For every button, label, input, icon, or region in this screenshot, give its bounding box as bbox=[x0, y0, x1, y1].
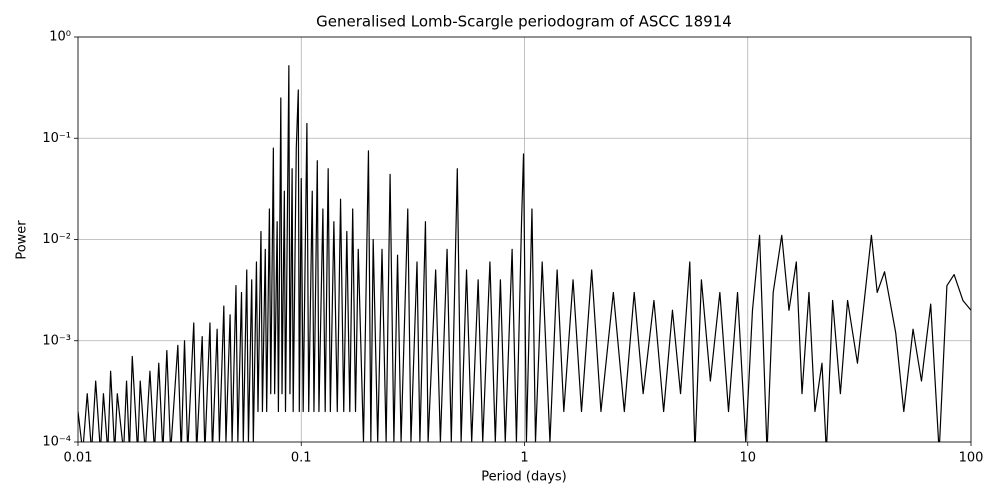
chart-title: Generalised Lomb-Scargle periodogram of … bbox=[316, 13, 732, 31]
y-tick-label: 10⁻³ bbox=[42, 333, 71, 348]
data-line bbox=[78, 65, 971, 442]
y-tick-label: 10⁻¹ bbox=[42, 131, 71, 146]
x-axis-label: Period (days) bbox=[481, 470, 567, 485]
plot-frame bbox=[77, 36, 972, 443]
y-tick-label: 10⁻⁴ bbox=[42, 435, 71, 450]
y-axis-label: Power bbox=[15, 220, 30, 260]
x-tick-label: 10 bbox=[739, 451, 756, 466]
y-tick-label: 10⁰ bbox=[49, 30, 71, 45]
x-tick-label: 0.1 bbox=[291, 451, 312, 466]
x-tick-label: 1 bbox=[520, 451, 528, 466]
x-tick-label: 100 bbox=[959, 451, 984, 466]
y-tick-label: 10⁻² bbox=[42, 232, 71, 247]
x-tick-label: 0.01 bbox=[64, 451, 93, 466]
